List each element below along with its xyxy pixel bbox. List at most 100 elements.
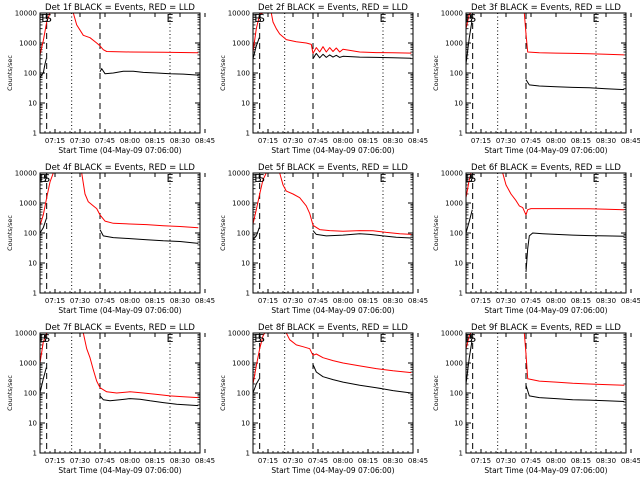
panel-title: Det 3f BLACK = Events, RED = LLD bbox=[471, 3, 621, 13]
y-tick-label: 100 bbox=[237, 230, 250, 238]
events-series-line bbox=[525, 79, 625, 91]
x-tick-label: 08:15 bbox=[571, 457, 591, 465]
plot-area bbox=[466, 13, 625, 91]
y-tick-label: 1 bbox=[33, 130, 37, 138]
x-tick-label: 07:30 bbox=[496, 457, 516, 465]
y-tick-label: 1000 bbox=[232, 200, 250, 208]
y-tick-label: 10000 bbox=[441, 10, 463, 18]
x-tick-label: 08:45 bbox=[408, 137, 428, 145]
events-series-line bbox=[99, 229, 199, 244]
x-tick-label: 08:15 bbox=[145, 297, 165, 305]
y-axis-label: Counts/sec bbox=[6, 55, 14, 91]
interval-marker-label: E bbox=[380, 12, 387, 25]
x-tick-label: 08:30 bbox=[383, 297, 403, 305]
x-tick-label: 07:30 bbox=[496, 297, 516, 305]
interval-marker-label: B bbox=[254, 12, 262, 25]
lld-series-line bbox=[253, 13, 412, 54]
detector-panel: Det 7f BLACK = Events, RED = LLD Counts/s… bbox=[6, 323, 215, 475]
x-tick-label: 08:00 bbox=[333, 457, 353, 465]
y-tick-label: 1000 bbox=[19, 200, 37, 208]
x-tick-label: 07:45 bbox=[308, 297, 328, 305]
x-tick-label: 07:30 bbox=[70, 297, 90, 305]
y-tick-label: 10000 bbox=[441, 330, 463, 338]
plot-frame bbox=[465, 172, 627, 294]
y-tick-label: 1000 bbox=[232, 40, 250, 48]
x-tick-label: 08:00 bbox=[120, 137, 140, 145]
y-tick-label: 1000 bbox=[445, 360, 463, 368]
x-tick-label: 08:15 bbox=[358, 297, 378, 305]
x-tick-label: 08:00 bbox=[546, 137, 566, 145]
x-tick-label: 08:30 bbox=[170, 297, 190, 305]
y-tick-label: 10000 bbox=[15, 170, 37, 178]
y-tick-label: 1 bbox=[33, 290, 37, 298]
x-tick-label: 07:15 bbox=[45, 137, 65, 145]
x-tick-label: 08:15 bbox=[145, 137, 165, 145]
interval-marker-label: E bbox=[593, 332, 600, 345]
y-tick-label: 10000 bbox=[15, 10, 37, 18]
x-tick-label: 07:45 bbox=[521, 137, 541, 145]
x-tick-label: 08:45 bbox=[408, 297, 428, 305]
interval-marker-label: B bbox=[466, 172, 474, 185]
panel-title: Det 8f BLACK = Events, RED = LLD bbox=[258, 323, 408, 333]
y-tick-label: 1 bbox=[459, 130, 463, 138]
x-tick-label: 08:00 bbox=[120, 297, 140, 305]
x-tick-label: 07:15 bbox=[45, 297, 65, 305]
x-tick-label: 08:00 bbox=[546, 297, 566, 305]
y-axis-label: Counts/sec bbox=[432, 215, 440, 251]
interval-marker-label: B bbox=[41, 12, 49, 25]
interval-marker-label: S bbox=[258, 172, 265, 185]
x-tick-label: 08:30 bbox=[596, 297, 616, 305]
x-tick-label: 07:45 bbox=[308, 457, 328, 465]
detector-panel: Det 4f BLACK = Events, RED = LLD Counts/s… bbox=[6, 163, 215, 315]
panel-title: Det 5f BLACK = Events, RED = LLD bbox=[258, 163, 408, 173]
y-tick-label: 1 bbox=[459, 290, 463, 298]
x-tick-label: 08:00 bbox=[333, 297, 353, 305]
y-tick-label: 10000 bbox=[15, 330, 37, 338]
lld-series-line bbox=[40, 13, 199, 56]
interval-marker-label: S bbox=[469, 12, 476, 25]
y-tick-label: 10 bbox=[241, 260, 250, 268]
events-series-line bbox=[525, 385, 625, 402]
x-tick-label: 07:15 bbox=[45, 457, 65, 465]
x-tick-label: 08:15 bbox=[358, 137, 378, 145]
y-tick-label: 1000 bbox=[232, 360, 250, 368]
x-axis-label: Start Time (04-May-09 07:06:00) bbox=[58, 146, 181, 155]
panel-title: Det 4f BLACK = Events, RED = LLD bbox=[45, 163, 195, 173]
y-axis-label: Counts/sec bbox=[219, 215, 227, 251]
x-tick-label: 08:45 bbox=[621, 297, 640, 305]
interval-marker-label: S bbox=[43, 172, 50, 185]
events-series-line bbox=[466, 341, 473, 385]
y-axis-label: Counts/sec bbox=[6, 375, 14, 411]
plot-area bbox=[253, 173, 412, 241]
x-tick-label: 07:15 bbox=[258, 457, 278, 465]
detector-panel: Det 8f BLACK = Events, RED = LLD Counts/s… bbox=[219, 323, 428, 475]
detector-panel: Det 5f BLACK = Events, RED = LLD Counts/s… bbox=[219, 163, 428, 315]
x-tick-label: 08:15 bbox=[145, 457, 165, 465]
x-tick-label: 08:15 bbox=[571, 297, 591, 305]
x-tick-label: 08:45 bbox=[195, 137, 215, 145]
interval-marker-label: B bbox=[466, 332, 474, 345]
x-axis-label: Start Time (04-May-09 07:06:00) bbox=[271, 146, 394, 155]
y-tick-label: 10 bbox=[28, 100, 37, 108]
interval-marker-label: B bbox=[254, 172, 262, 185]
events-series-line bbox=[253, 37, 260, 59]
x-axis-label: Start Time (04-May-09 07:06:00) bbox=[271, 306, 394, 315]
interval-marker-label: E bbox=[380, 332, 387, 345]
y-axis-label: Counts/sec bbox=[6, 215, 14, 251]
x-tick-label: 07:30 bbox=[70, 457, 90, 465]
y-tick-label: 1 bbox=[246, 450, 250, 458]
interval-marker-label: E bbox=[167, 12, 174, 25]
y-tick-label: 100 bbox=[237, 70, 250, 78]
events-series-line bbox=[40, 367, 47, 394]
y-tick-label: 100 bbox=[24, 70, 37, 78]
plot-frame bbox=[465, 12, 627, 134]
x-tick-label: 08:30 bbox=[596, 457, 616, 465]
detector-panel: Det 1f BLACK = Events, RED = LLD Counts/s… bbox=[6, 3, 215, 155]
y-tick-label: 100 bbox=[450, 70, 463, 78]
y-axis-label: Counts/sec bbox=[219, 375, 227, 411]
y-tick-label: 10 bbox=[241, 420, 250, 428]
y-tick-label: 100 bbox=[24, 390, 37, 398]
panel-title: Det 6f BLACK = Events, RED = LLD bbox=[471, 163, 621, 173]
events-series-line bbox=[253, 378, 260, 394]
x-tick-label: 07:15 bbox=[258, 297, 278, 305]
